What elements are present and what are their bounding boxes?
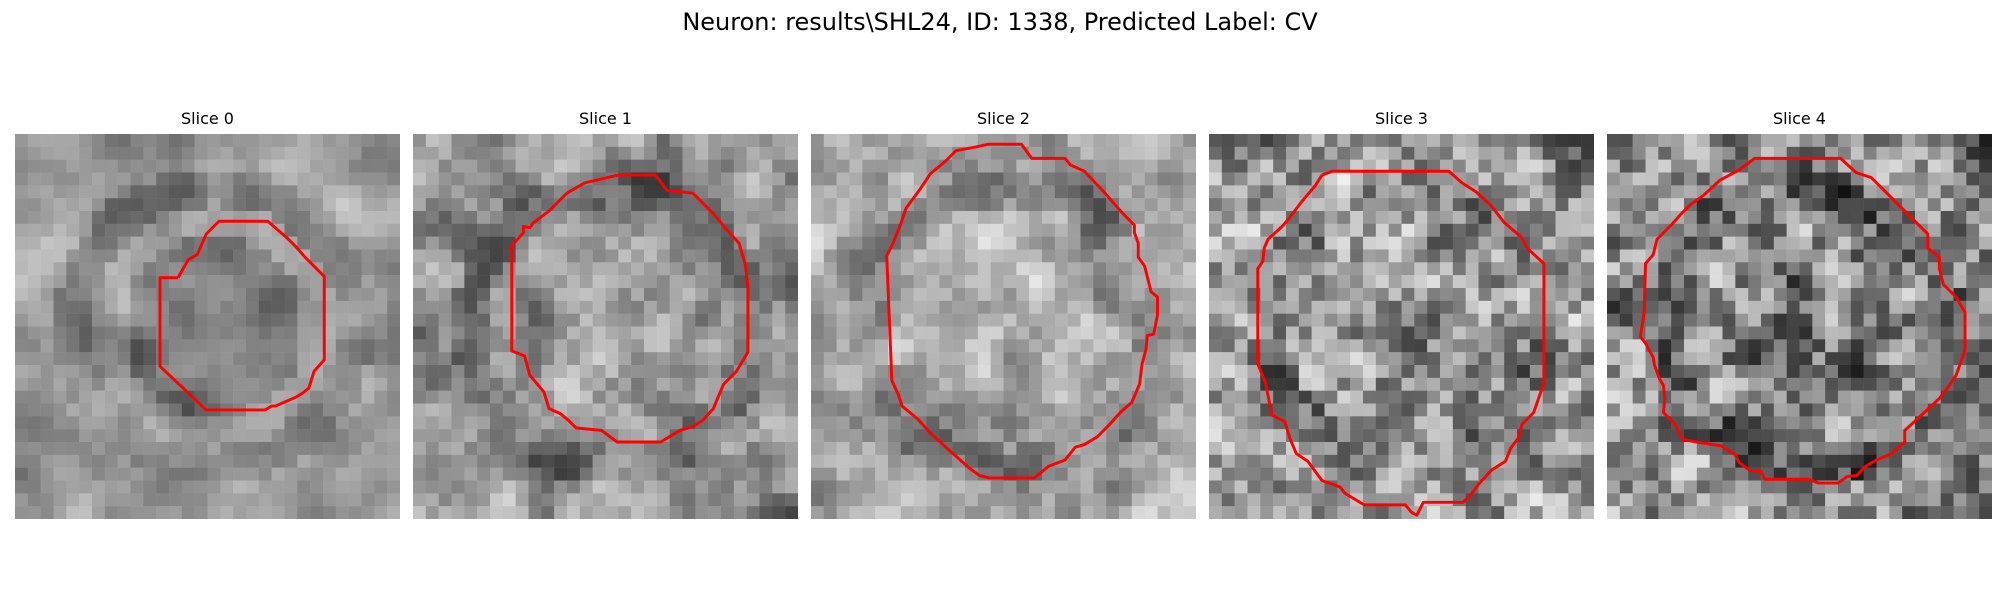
slice-title: Slice 0 [181, 109, 234, 128]
slice-image [1607, 134, 1992, 519]
slice-title: Slice 3 [1375, 109, 1428, 128]
segmentation-contour [885, 142, 1159, 480]
slice-image [413, 134, 798, 519]
segmentation-contour [1256, 169, 1546, 517]
slice-image [811, 134, 1196, 519]
slice-title: Slice 2 [977, 109, 1030, 128]
slice-title: Slice 1 [579, 109, 632, 128]
segmentation-contour [1638, 156, 1967, 485]
segmentation-contour [158, 219, 326, 412]
slice-title: Slice 4 [1773, 109, 1826, 128]
slice-image [1209, 134, 1594, 519]
slice-image [15, 134, 400, 519]
figure-title: Neuron: results\SHL24, ID: 1338, Predict… [682, 8, 1318, 36]
segmentation-contour [510, 173, 750, 444]
